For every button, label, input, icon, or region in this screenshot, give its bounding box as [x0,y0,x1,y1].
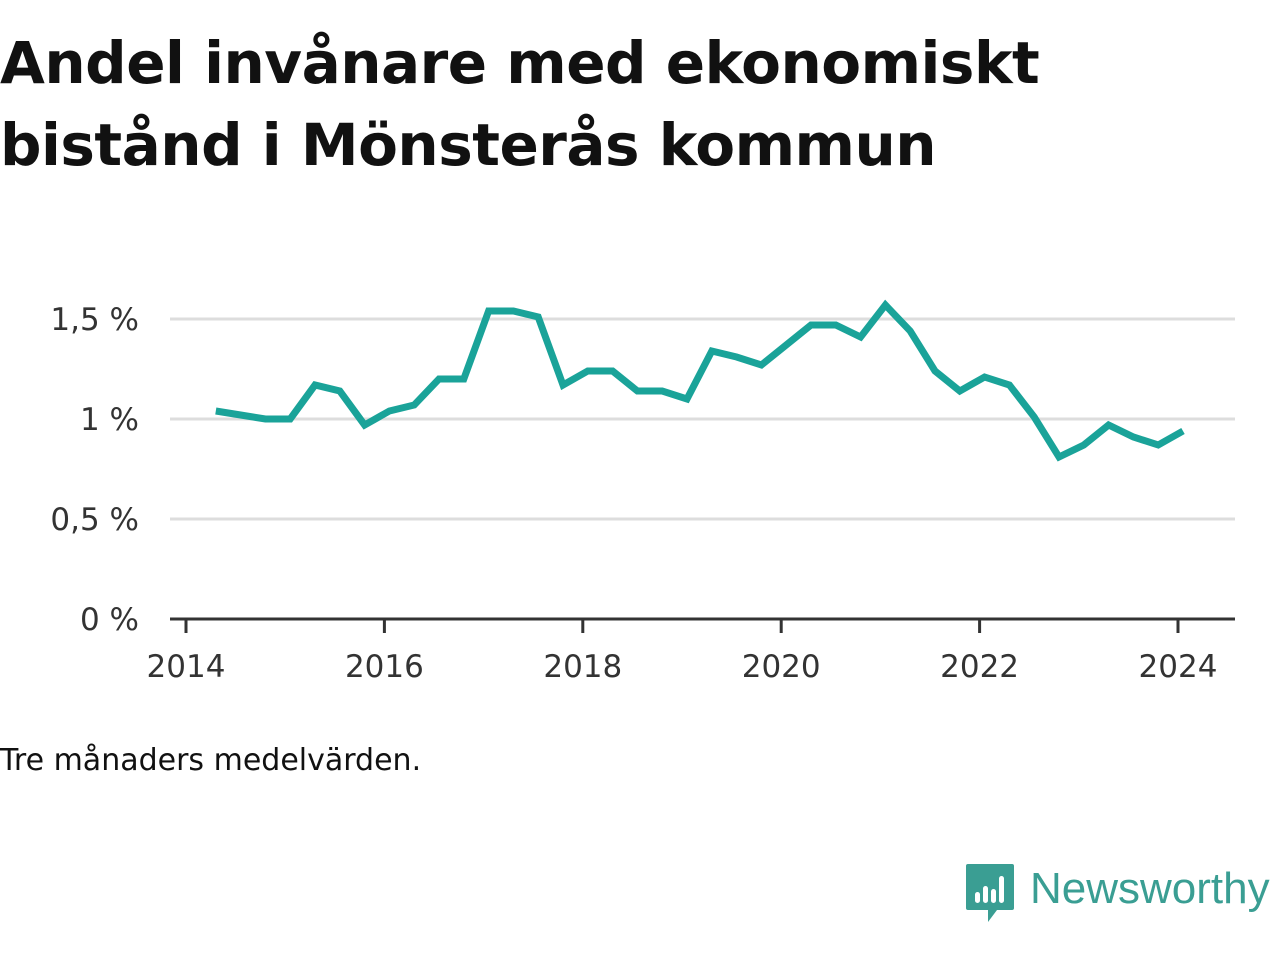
y-tick-label: 1,5 % [50,302,139,338]
x-tick-label: 2018 [543,649,622,685]
y-tick-label: 0 % [80,602,139,638]
y-tick-label: 1 % [80,402,139,438]
series-layer [215,299,1185,462]
x-tick-label: 2014 [147,649,226,685]
x-tick-label: 2020 [742,649,821,685]
x-tick-label: 2016 [345,649,424,685]
brand: Newsworthy [964,862,1270,926]
x-axis-labels: 2014 2016 2018 2020 2022 2024 [147,649,1218,685]
chart-title: Andel invånare med ekonomiskt bistånd i … [0,29,1040,179]
x-axis [170,617,1235,633]
x-tick-label: 2022 [940,649,1019,685]
newsworthy-logo-icon [966,864,1014,922]
gridlines [170,317,1235,521]
line-chart: 0 % 0,5 % 1 % 1,5 % 2014 2016 2018 2020 2022 202… [50,299,1235,685]
series-line [215,299,1185,462]
footnote: Tre månaders medelvärden. [0,743,422,778]
y-axis-labels: 0 % 0,5 % 1 % 1,5 % [50,302,139,638]
y-tick-label: 0,5 % [50,502,139,538]
brand-name: Newsworthy [1030,864,1270,913]
x-tick-label: 2024 [1139,649,1218,685]
